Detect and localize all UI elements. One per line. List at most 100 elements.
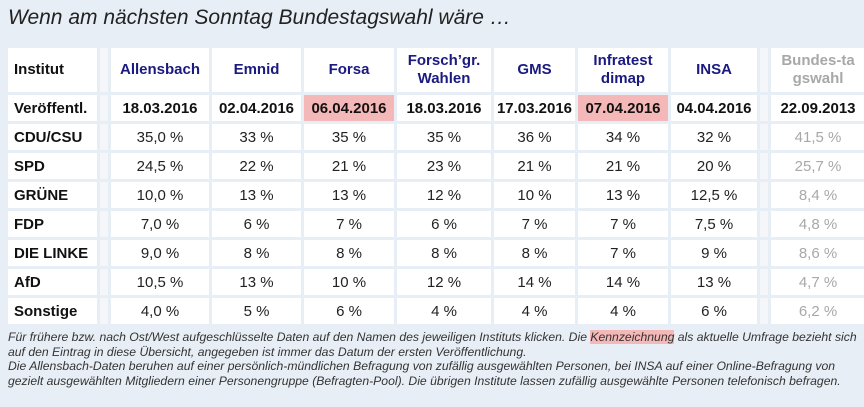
spacer (760, 182, 768, 208)
institute-name[interactable]: Emnid (233, 61, 280, 78)
party-name: AfD (8, 269, 97, 295)
poll-value: 10 % (494, 182, 575, 208)
poll-value: 21 % (578, 153, 668, 179)
date-label: Veröffentl. (8, 95, 97, 121)
poll-value: 32 % (671, 124, 757, 150)
spacer (760, 298, 768, 324)
party-name: GRÜNE (8, 182, 97, 208)
spacer (100, 153, 108, 179)
spacer (760, 95, 768, 121)
poll-value: 14 % (578, 269, 668, 295)
spacer (100, 240, 108, 266)
poll-value: 13 % (671, 269, 757, 295)
poll-value: 21 % (304, 153, 394, 179)
party-name: Sonstige (8, 298, 97, 324)
poll-value: 9,0 % (111, 240, 209, 266)
reference-value: 4,8 % (771, 211, 864, 237)
institute-link[interactable]: Forsa (304, 48, 394, 92)
poll-value: 10,0 % (111, 182, 209, 208)
poll-value: 4 % (397, 298, 491, 324)
poll-value: 5 % (212, 298, 301, 324)
spacer (100, 269, 108, 295)
poll-value: 20 % (671, 153, 757, 179)
party-row: AfD 10,5 % 13 % 10 % 12 % 14 % 14 % 13 % 4,7 % (8, 269, 864, 295)
poll-value: 4 % (494, 298, 575, 324)
poll-value: 4,0 % (111, 298, 209, 324)
poll-value: 6 % (671, 298, 757, 324)
publication-date: 18.03.2016 (111, 95, 209, 121)
poll-value: 8 % (494, 240, 575, 266)
spacer (760, 48, 768, 92)
poll-value: 23 % (397, 153, 491, 179)
spacer (760, 124, 768, 150)
reference-value: 8,6 % (771, 240, 864, 266)
party-name: CDU/CSU (8, 124, 97, 150)
spacer (100, 48, 108, 92)
poll-value: 6 % (212, 211, 301, 237)
spacer (100, 211, 108, 237)
reference-value: 41,5 % (771, 124, 864, 150)
poll-value: 10,5 % (111, 269, 209, 295)
poll-value: 6 % (304, 298, 394, 324)
poll-value: 7 % (578, 240, 668, 266)
institute-link[interactable]: Infratest dimap (578, 48, 668, 92)
institute-name[interactable]: Forsch’gr. Wahlen (407, 52, 481, 87)
date-row: Veröffentl. 18.03.2016 02.04.2016 06.04.201… (8, 95, 864, 121)
party-row: Sonstige 4,0 % 5 % 6 % 4 % 4 % 4 % 6 % 6,2 % (8, 298, 864, 324)
note-text: Für frühere bzw. nach Ost/West aufgeschl… (8, 330, 591, 344)
reference-value: 8,4 % (771, 182, 864, 208)
spacer (100, 182, 108, 208)
poll-value: 7 % (304, 211, 394, 237)
institute-name[interactable]: Forsa (328, 61, 370, 78)
institute-link[interactable]: GMS (494, 48, 575, 92)
institute-name[interactable]: GMS (517, 61, 552, 78)
footnote-1: Für frühere bzw. nach Ost/West aufgeschl… (8, 330, 858, 359)
institute-name[interactable]: INSA (696, 61, 732, 78)
page-title: Wenn am nächsten Sonntag Bundestagswahl … (8, 6, 511, 29)
reference-header: Bundes-tagswahl (771, 48, 864, 92)
reference-value: 6,2 % (771, 298, 864, 324)
poll-value: 33 % (212, 124, 301, 150)
party-row: DIE LINKE 9,0 % 8 % 8 % 8 % 8 % 7 % 9 % 8,6 % (8, 240, 864, 266)
poll-value: 7,0 % (111, 211, 209, 237)
poll-value: 10 % (304, 269, 394, 295)
poll-value: 34 % (578, 124, 668, 150)
header-label: Institut (8, 48, 97, 92)
note-text: als aktuelle Umfrage bezieht sich auf de… (8, 330, 857, 359)
publication-date: 18.03.2016 (397, 95, 491, 121)
party-name: DIE LINKE (8, 240, 97, 266)
poll-value: 13 % (304, 182, 394, 208)
institute-link[interactable]: INSA (671, 48, 757, 92)
highlight-legend: Kennzeichnung (590, 330, 675, 344)
publication-date: 04.04.2016 (671, 95, 757, 121)
poll-value: 24,5 % (111, 153, 209, 179)
publication-date: 02.04.2016 (212, 95, 301, 121)
poll-value: 8 % (212, 240, 301, 266)
institute-link[interactable]: Emnid (212, 48, 301, 92)
spacer (100, 298, 108, 324)
header-row: Institut Allensbach Emnid Forsa Forsch’gr. W… (8, 48, 864, 92)
poll-value: 7,5 % (671, 211, 757, 237)
poll-value: 12 % (397, 182, 491, 208)
poll-value: 21 % (494, 153, 575, 179)
footnote-2: Die Allensbach-Daten beruhen auf einer p… (8, 359, 841, 388)
spacer (100, 124, 108, 150)
party-row: GRÜNE 10,0 % 13 % 13 % 12 % 10 % 13 % 12,5 % 8,4… (8, 182, 864, 208)
spacer (760, 269, 768, 295)
institute-link[interactable]: Forsch’gr. Wahlen (397, 48, 491, 92)
poll-value: 35 % (304, 124, 394, 150)
party-name: FDP (8, 211, 97, 237)
poll-value: 14 % (494, 269, 575, 295)
institute-name[interactable]: Infratest dimap (593, 52, 653, 87)
institute-link[interactable]: Allensbach (111, 48, 209, 92)
poll-value: 12 % (397, 269, 491, 295)
reference-name: Bundes-tagswahl (781, 52, 855, 87)
spacer (100, 95, 108, 121)
poll-value: 13 % (212, 182, 301, 208)
party-row: FDP 7,0 % 6 % 7 % 6 % 7 % 7 % 7,5 % 4,8 % (8, 211, 864, 237)
poll-table: Institut Allensbach Emnid Forsa Forsch’gr. W… (5, 45, 864, 327)
publication-date: 07.04.2016 (578, 95, 668, 121)
institute-name[interactable]: Allensbach (119, 61, 201, 78)
spacer (760, 153, 768, 179)
poll-value: 7 % (578, 211, 668, 237)
